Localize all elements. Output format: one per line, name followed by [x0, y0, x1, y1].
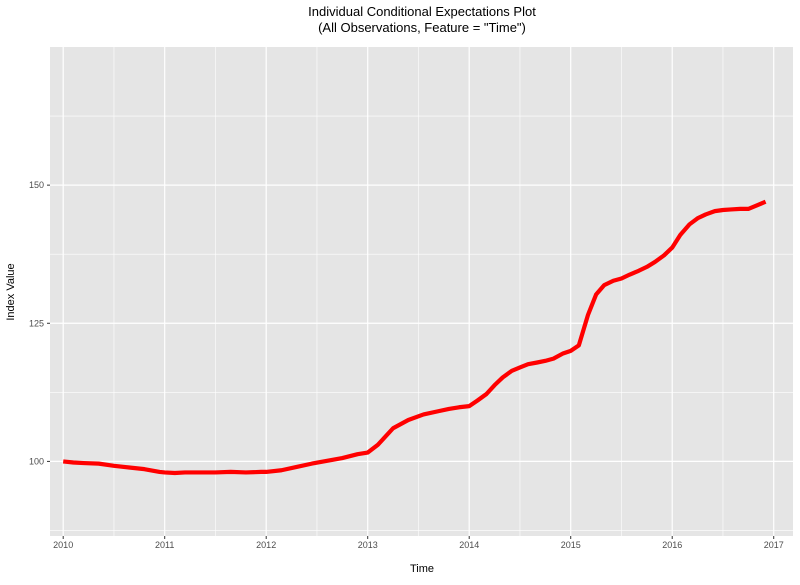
x-tick-label: 2017 [764, 540, 784, 550]
y-tick-label: 100 [29, 456, 44, 466]
x-tick-label: 2015 [561, 540, 581, 550]
x-tick-label: 2012 [256, 540, 276, 550]
x-tick-label: 2016 [662, 540, 682, 550]
y-axis: 100 125 150 [29, 180, 50, 466]
major-gridlines [50, 47, 793, 536]
series-layer [62, 199, 767, 476]
y-tick-label: 125 [29, 318, 44, 328]
x-axis: 2010 2011 2012 2013 2014 2015 2016 2017 [53, 536, 784, 550]
x-tick-label: 2014 [459, 540, 479, 550]
x-axis-title: Time [410, 563, 434, 575]
minor-gridlines [50, 47, 793, 536]
series-line [62, 199, 767, 476]
x-tick-label: 2010 [53, 540, 73, 550]
chart-subtitle: (All Observations, Feature = "Time") [318, 20, 526, 35]
x-tick-label: 2011 [155, 540, 174, 550]
plot-panel [50, 47, 793, 536]
y-tick-label: 150 [29, 180, 44, 190]
y-axis-title: Index Value [5, 263, 17, 320]
x-tick-label: 2013 [358, 540, 378, 550]
chart-title: Individual Conditional Expectations Plot [308, 4, 536, 19]
